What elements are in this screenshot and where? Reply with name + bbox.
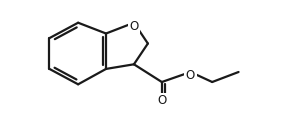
Text: O: O (157, 94, 166, 107)
Text: O: O (129, 20, 139, 33)
Text: O: O (186, 69, 195, 82)
